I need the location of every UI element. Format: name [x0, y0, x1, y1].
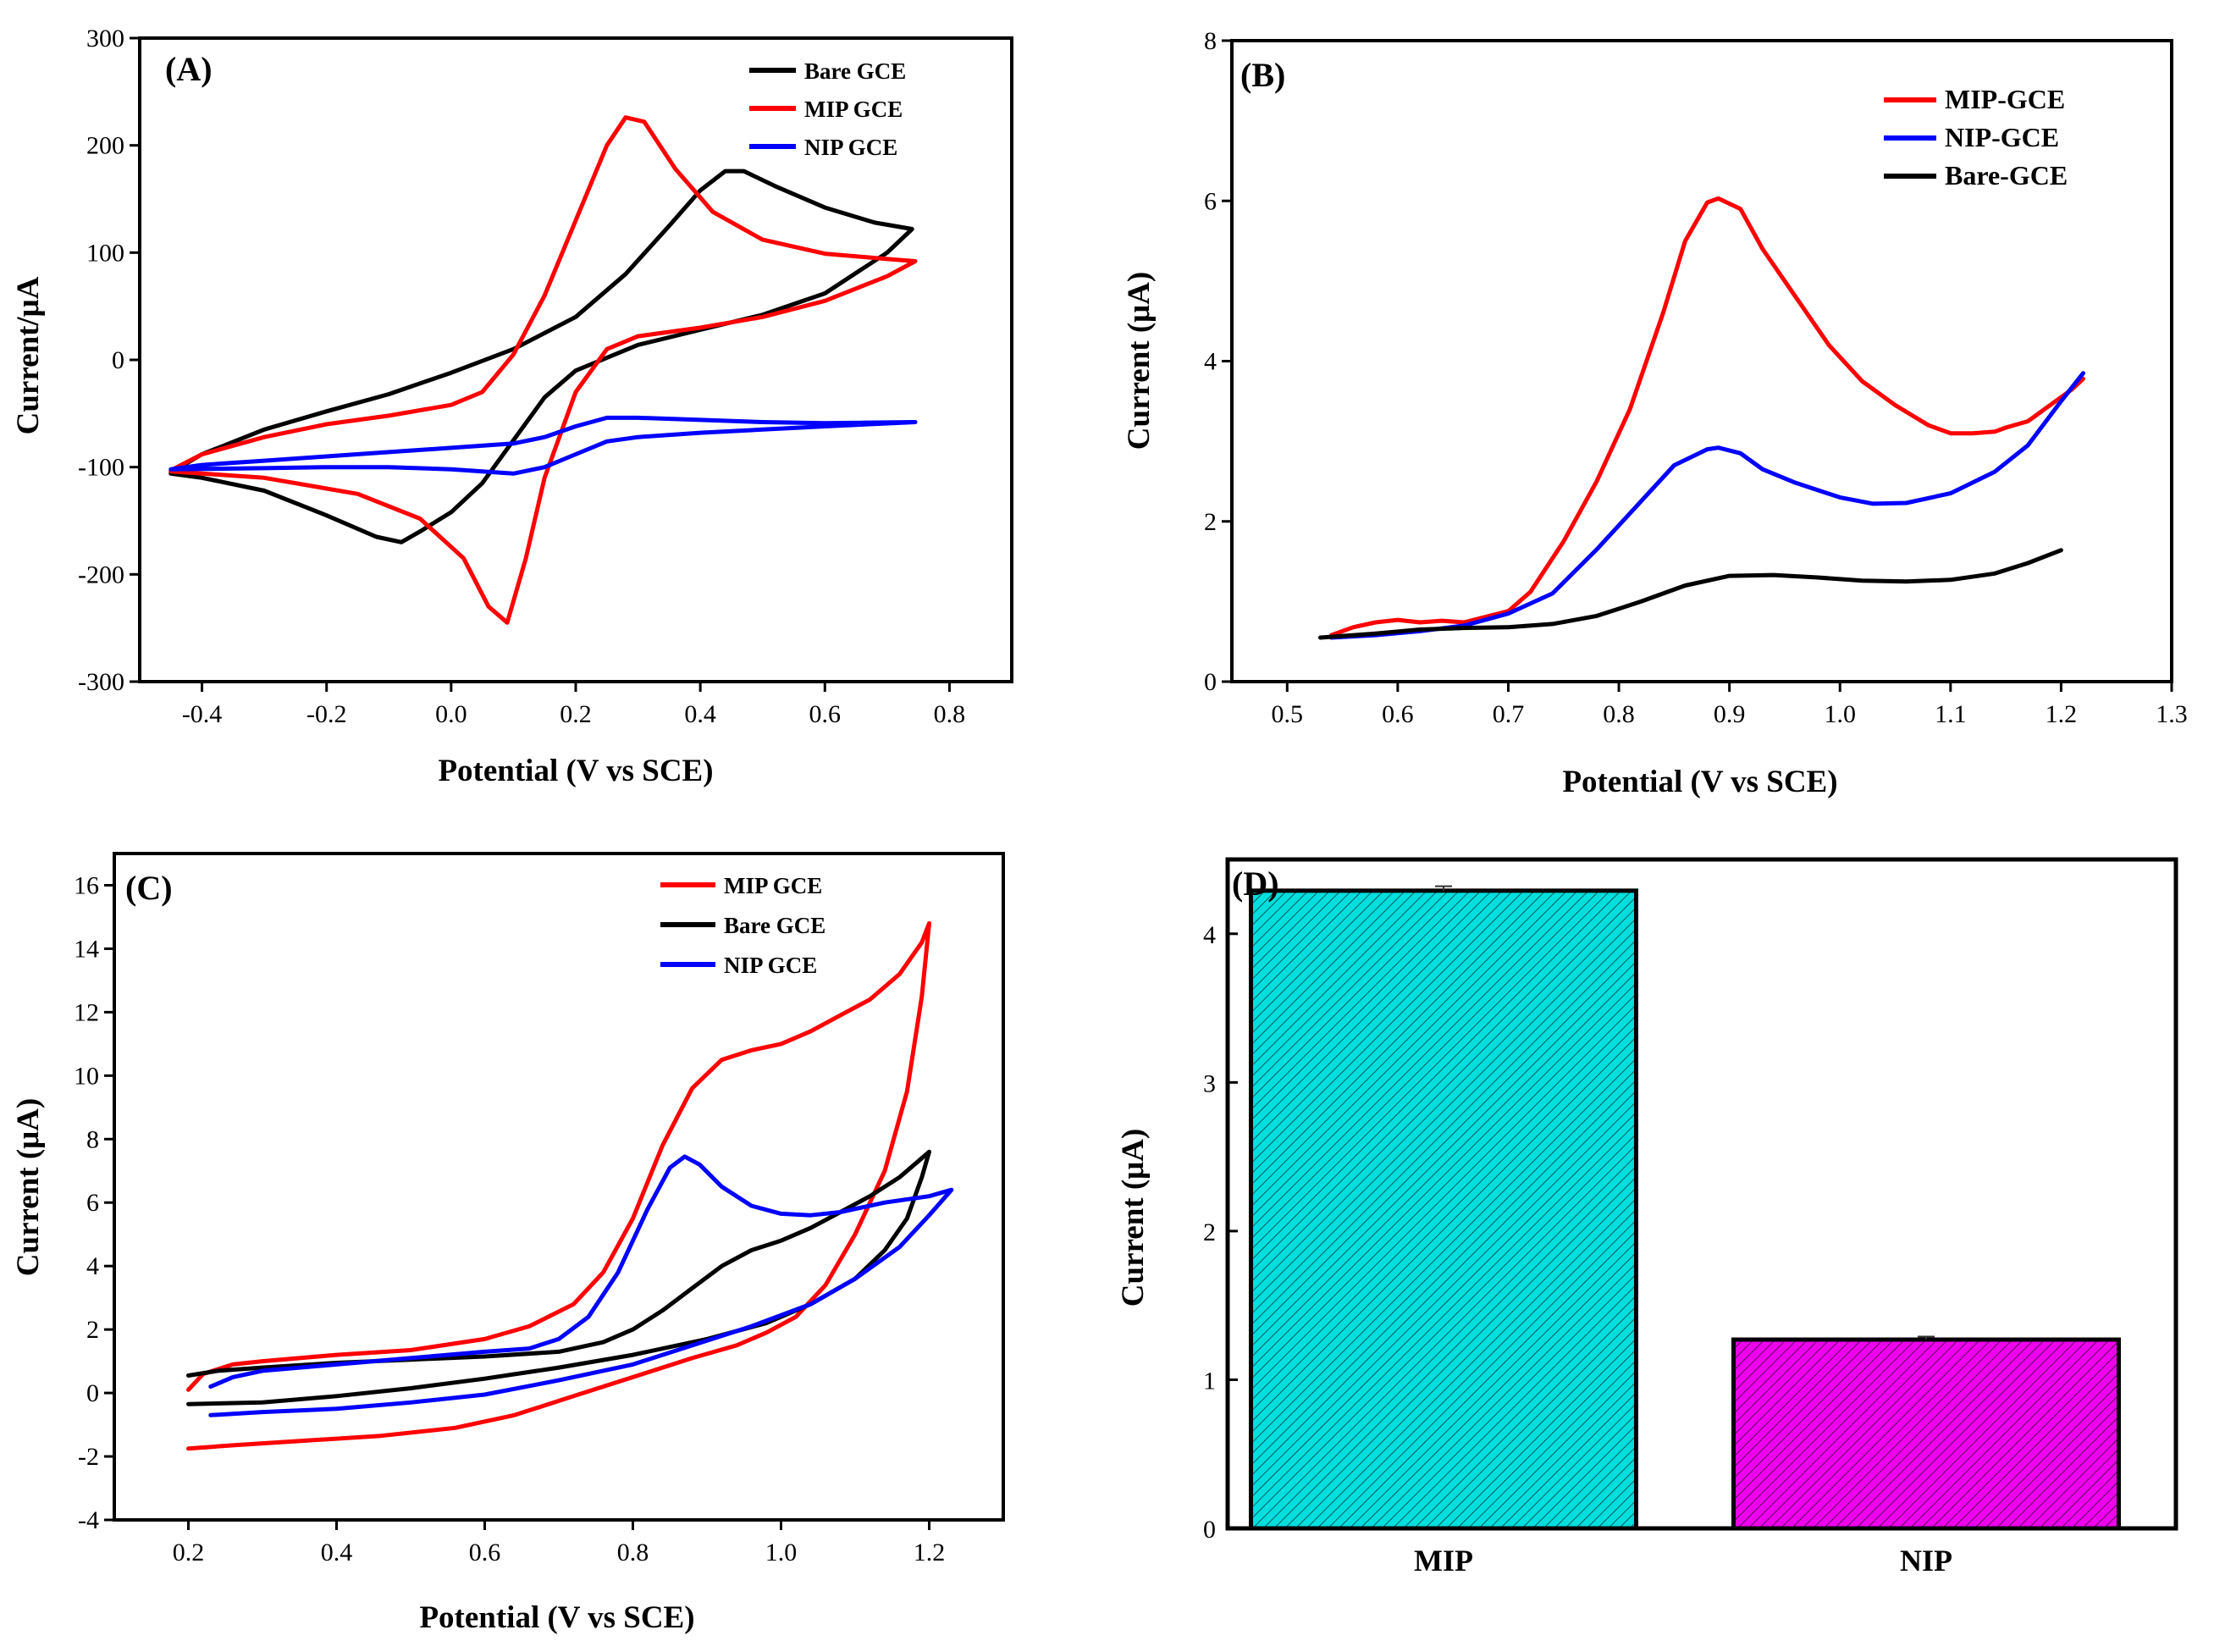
- y-axis-title: Current/μA: [11, 276, 46, 434]
- y-tick-label: 0: [112, 346, 124, 374]
- x-tick-label: -0.4: [182, 700, 223, 728]
- legend-label: MIP GCE: [724, 873, 822, 898]
- series-line-nip-gce: [208, 1154, 954, 1417]
- x-tick-label: 1.3: [2156, 700, 2188, 728]
- y-tick-label: 100: [86, 239, 124, 267]
- y-tick-label: 0: [1204, 668, 1217, 696]
- x-axis-title: Potential (V vs SCE): [1562, 765, 1837, 799]
- y-tick-label: 200: [86, 132, 124, 160]
- x-tick-label: 0.2: [173, 1539, 205, 1566]
- x-tick-label: 1.0: [1824, 700, 1856, 728]
- legend-label: NIP GCE: [724, 953, 817, 978]
- x-tick-label: 0.2: [560, 700, 592, 728]
- bar-nip: [1731, 1337, 2121, 1531]
- y-tick-label: 8: [86, 1125, 99, 1153]
- y-tick-label: 14: [74, 935, 99, 963]
- panel-label: (A): [165, 50, 213, 88]
- x-tick-label: 0.9: [1714, 700, 1746, 728]
- x-tick-label: 0.4: [321, 1539, 353, 1566]
- y-axis-title: Current (μA): [1122, 272, 1157, 450]
- y-tick-label: 16: [74, 871, 99, 899]
- legend-label: Bare GCE: [724, 913, 825, 938]
- y-tick-label: 6: [1204, 187, 1217, 215]
- y-tick-label: 0: [86, 1379, 99, 1407]
- x-tick-label: 1.2: [914, 1539, 946, 1566]
- y-tick-label: 12: [74, 998, 99, 1026]
- panel-label: (C): [125, 869, 173, 907]
- plot-frame: [1225, 857, 2178, 1531]
- y-tick-label: 300: [86, 25, 124, 52]
- series-line-bare-gce: [1318, 548, 2063, 640]
- y-tick-label: 2: [86, 1316, 99, 1344]
- y-tick-label: 2: [1204, 508, 1217, 536]
- x-tick-label: -0.2: [306, 700, 347, 728]
- y-tick-label: 2: [1203, 1218, 1216, 1246]
- x-tick-label: 0.4: [684, 700, 716, 728]
- y-tick-label: 6: [86, 1189, 99, 1217]
- x-tick-label: 0.8: [934, 700, 966, 728]
- x-category-label: NIP: [1900, 1544, 1952, 1577]
- y-tick-label: -4: [78, 1506, 99, 1534]
- legend-label: Bare-GCE: [1945, 160, 2068, 191]
- series-line-bare-gce: [186, 1149, 931, 1406]
- x-tick-label: 0.0: [435, 700, 467, 728]
- legend-label: MIP GCE: [804, 97, 903, 122]
- panel-c-cv-plot: 0.2 0.4 0.6 0.8 1.0 1.2 -4 -2 0 2 4 6 8 10 12 14 16 Poten…: [11, 852, 1005, 1635]
- panel-d-bar-chart: MIP NIP 0 1 2 3 4 Current (μA) (D): [1116, 857, 2178, 1577]
- x-tick-label: 0.8: [617, 1539, 649, 1566]
- x-tick-label: 0.7: [1493, 700, 1525, 728]
- x-category-label: MIP: [1414, 1544, 1473, 1577]
- y-tick-label: 4: [1204, 348, 1217, 376]
- series-line-mip-gce: [1329, 196, 2085, 638]
- x-tick-label: 0.6: [809, 700, 842, 728]
- y-tick-label: 4: [1203, 921, 1216, 949]
- x-tick-label: 0.6: [469, 1539, 501, 1566]
- series-line-nip-gce: [168, 415, 918, 476]
- y-tick-label: 8: [1204, 27, 1217, 55]
- x-tick-label: 0.8: [1603, 700, 1635, 728]
- y-tick-label: -2: [78, 1443, 99, 1471]
- y-tick-label: 0: [1203, 1516, 1216, 1544]
- y-tick-label: -100: [78, 454, 124, 482]
- series-line-bare-gce: [168, 169, 914, 544]
- x-tick-label: 0.5: [1272, 700, 1304, 728]
- panel-label: (D): [1232, 865, 1279, 903]
- plot-frame: [113, 852, 1005, 1522]
- legend-label: NIP GCE: [804, 135, 897, 160]
- panel-b-dpv-plot: 0.5 0.6 0.7 0.8 0.9 1.0 1.1 1.2 1.3 0 2 4 6 8 Potentia…: [1122, 27, 2188, 799]
- legend-label: NIP-GCE: [1945, 122, 2059, 152]
- y-tick-label: 4: [86, 1252, 99, 1280]
- x-tick-label: 1.1: [1935, 700, 1967, 728]
- y-tick-label: 1: [1203, 1367, 1216, 1395]
- legend-label: Bare GCE: [804, 58, 906, 84]
- bar-mip: [1249, 888, 1638, 1531]
- x-tick-label: 1.2: [2046, 700, 2078, 728]
- y-tick-label: 3: [1203, 1069, 1216, 1097]
- x-axis-title: Potential (V vs SCE): [419, 1600, 694, 1635]
- x-tick-label: 1.0: [765, 1539, 798, 1566]
- panel-label: (B): [1240, 56, 1285, 94]
- y-axis-title: Current (μA): [1116, 1129, 1151, 1307]
- series-line-nip-gce: [1329, 371, 2085, 640]
- y-tick-label: -300: [78, 668, 124, 696]
- y-axis-title: Current (μA): [11, 1098, 46, 1276]
- y-tick-label: -200: [78, 561, 124, 588]
- series-line-mip-gce: [186, 920, 931, 1451]
- x-axis-title: Potential (V vs SCE): [438, 754, 713, 788]
- x-tick-label: 0.6: [1382, 700, 1414, 728]
- y-tick-label: 10: [74, 1062, 99, 1090]
- legend-label: MIP-GCE: [1945, 84, 2065, 114]
- panel-a-cv-plot: -0.4 -0.2 0.0 0.2 0.4 0.6 0.8 -300 -200 -100 0 100 2…: [11, 25, 1013, 788]
- series-line-mip-gce: [168, 115, 918, 625]
